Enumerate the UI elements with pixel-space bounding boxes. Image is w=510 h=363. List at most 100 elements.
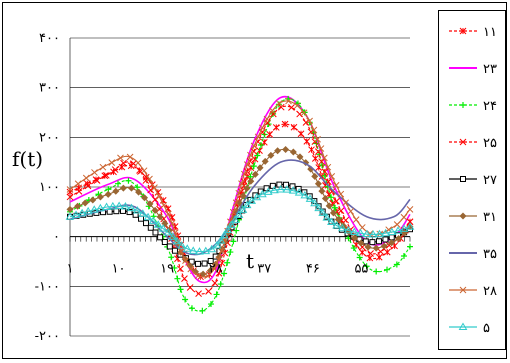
data-point <box>238 205 248 213</box>
data-point <box>140 167 148 175</box>
data-point <box>272 124 280 131</box>
data-point <box>314 135 321 143</box>
x-tick-label: ۲۸ <box>209 262 223 277</box>
data-point <box>347 207 355 215</box>
data-point <box>182 244 192 252</box>
legend-label: ۳۵ <box>483 247 497 262</box>
data-point <box>305 194 315 202</box>
data-point <box>384 266 391 273</box>
data-point <box>318 208 328 216</box>
series-line <box>69 95 411 284</box>
data-point <box>99 163 107 171</box>
data-point <box>352 216 360 223</box>
data-point <box>381 228 391 237</box>
data-point <box>89 205 99 213</box>
data-point <box>321 154 328 162</box>
legend-item: ۳۱ <box>449 210 497 225</box>
data-point <box>234 210 244 218</box>
data-point <box>207 244 217 253</box>
data-point <box>243 185 251 193</box>
data-point <box>235 189 243 197</box>
data-point <box>307 128 315 136</box>
data-point <box>191 268 199 276</box>
legend-marker <box>459 286 467 294</box>
legend-item: ۲۸ <box>449 284 497 299</box>
data-point <box>168 219 176 227</box>
data-point <box>82 174 90 182</box>
data-point <box>269 185 279 194</box>
y-tick-label: -۱۰۰ <box>35 279 60 294</box>
data-point <box>337 223 347 232</box>
data-point <box>77 208 87 217</box>
data-point <box>242 200 252 209</box>
data-point <box>318 187 326 195</box>
legend-label: ۲۷ <box>483 173 497 188</box>
data-point <box>151 206 159 214</box>
data-point <box>289 148 297 156</box>
x-tick-label: ۳۷ <box>257 262 271 277</box>
series-line <box>69 188 411 253</box>
data-point <box>227 249 234 256</box>
data-point <box>147 224 154 231</box>
data-point <box>285 97 292 105</box>
data-point <box>332 181 340 189</box>
y-tick-label: ۱۰۰ <box>39 180 60 195</box>
data-point <box>143 212 153 221</box>
data-point <box>213 291 220 298</box>
data-point <box>328 194 335 201</box>
data-point <box>240 170 248 178</box>
data-point <box>188 305 195 312</box>
data-point <box>217 281 224 288</box>
data-point <box>321 168 329 176</box>
legend-label: ۳۱ <box>483 210 497 225</box>
data-point <box>263 115 271 123</box>
data-point <box>327 217 336 226</box>
data-point <box>342 199 349 207</box>
data-point <box>187 265 195 273</box>
data-point <box>308 146 315 154</box>
data-point <box>325 202 333 210</box>
legend-item: ۲۴ <box>449 99 497 114</box>
data-point <box>132 211 139 218</box>
data-point <box>221 270 228 277</box>
data-point <box>125 177 132 184</box>
data-point <box>201 260 208 267</box>
data-point <box>108 159 116 166</box>
data-point <box>324 163 332 171</box>
legend-marker <box>458 322 468 330</box>
data-point <box>224 259 231 266</box>
data-point <box>232 199 240 207</box>
data-point <box>66 205 74 213</box>
data-point <box>342 216 350 224</box>
y-tick-label: ۳۰۰ <box>39 81 60 96</box>
data-point <box>216 236 226 244</box>
x-tick-label: ۱ <box>67 262 74 277</box>
x-tick-label: ۵۵ <box>354 262 368 277</box>
legend-marker <box>460 176 466 182</box>
data-point <box>233 227 240 234</box>
data-point <box>331 204 338 211</box>
data-point <box>300 109 308 117</box>
data-point <box>362 238 369 245</box>
data-point <box>186 284 194 291</box>
data-point <box>311 155 319 162</box>
data-point <box>177 286 184 293</box>
data-point <box>127 203 136 212</box>
data-point <box>276 181 283 188</box>
data-point <box>395 235 403 243</box>
data-point <box>194 272 202 280</box>
data-point <box>261 157 269 165</box>
data-point <box>141 194 149 202</box>
data-point <box>148 216 158 224</box>
data-point <box>357 239 365 247</box>
data-point <box>177 265 184 273</box>
data-point <box>334 215 342 223</box>
data-point <box>113 208 120 215</box>
data-point <box>375 229 384 238</box>
data-point <box>230 238 237 245</box>
data-point <box>134 159 142 167</box>
data-point <box>147 186 155 194</box>
data-point <box>247 196 257 204</box>
data-point <box>288 104 295 111</box>
